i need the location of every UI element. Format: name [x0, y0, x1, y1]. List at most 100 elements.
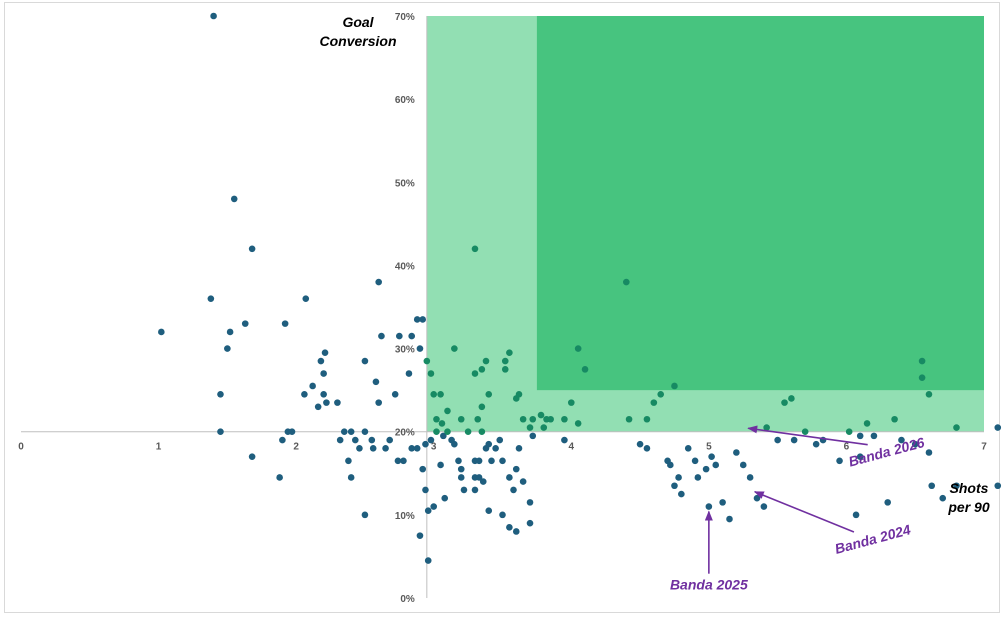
- data-point: [623, 278, 630, 286]
- data-point: [478, 366, 486, 373]
- data-point: [625, 415, 633, 423]
- data-point: [356, 445, 363, 452]
- data-point: [705, 503, 713, 510]
- data-point: [994, 482, 1002, 490]
- data-point: [444, 428, 451, 436]
- data-point: [361, 511, 369, 519]
- data-point: [323, 399, 330, 406]
- banda-2024-arrow: [753, 491, 855, 533]
- data-point: [515, 445, 523, 452]
- data-point: [733, 449, 740, 456]
- data-point: [812, 440, 820, 448]
- data-point: [386, 436, 393, 444]
- data-point: [561, 415, 568, 423]
- data-point: [340, 428, 348, 436]
- data-point: [994, 424, 1002, 431]
- data-point: [471, 245, 479, 253]
- zone-layer: [426, 16, 985, 432]
- data-point: [694, 474, 702, 481]
- data-point: [863, 420, 871, 427]
- data-point: [241, 320, 249, 327]
- data-point: [918, 374, 926, 381]
- data-point: [691, 457, 699, 465]
- data-point: [760, 503, 768, 510]
- data-point: [217, 391, 224, 398]
- data-point: [375, 399, 382, 406]
- data-point: [424, 507, 432, 514]
- data-point: [925, 449, 933, 456]
- data-point: [953, 424, 960, 431]
- data-point: [416, 345, 424, 352]
- x-axis-title-line-1: Shots: [950, 480, 989, 496]
- data-point: [396, 332, 403, 340]
- data-point: [317, 357, 325, 365]
- data-point: [334, 399, 341, 406]
- data-point: [224, 345, 231, 352]
- data-point: [408, 332, 416, 340]
- data-point: [210, 12, 217, 20]
- axes-layer: 0 1 2 3 4 5 6 70%10%20%30%40%50%60%70%: [18, 12, 987, 605]
- data-point: [547, 415, 554, 423]
- data-point: [911, 440, 919, 448]
- data-point: [675, 474, 682, 481]
- x-axis-title-line-2: per 90: [947, 499, 989, 515]
- x-tick-label: 4: [569, 442, 575, 453]
- data-point: [309, 382, 316, 390]
- data-point: [918, 357, 926, 365]
- data-point: [712, 461, 720, 469]
- data-point: [451, 440, 458, 448]
- data-point: [460, 486, 468, 494]
- data-point: [416, 532, 424, 539]
- data-point: [217, 428, 224, 436]
- data-point: [763, 424, 770, 431]
- data-point: [574, 345, 582, 352]
- data-point: [836, 457, 843, 465]
- data-point: [457, 474, 465, 481]
- data-point: [378, 332, 385, 340]
- data-point: [928, 482, 936, 490]
- data-point: [281, 320, 289, 327]
- data-point: [515, 391, 523, 398]
- data-point: [774, 436, 781, 444]
- data-point: [478, 403, 486, 411]
- data-point: [499, 457, 506, 465]
- data-point: [427, 370, 435, 377]
- data-point: [158, 328, 165, 336]
- data-point: [422, 440, 429, 448]
- data-point: [288, 428, 296, 436]
- y-tick-label: 60%: [395, 95, 415, 106]
- data-point: [430, 391, 438, 398]
- data-point: [457, 465, 465, 473]
- data-point: [464, 428, 472, 436]
- data-point: [394, 457, 402, 465]
- data-point: [320, 370, 327, 377]
- data-point: [336, 436, 344, 444]
- data-point: [510, 486, 517, 494]
- data-point: [345, 457, 352, 465]
- y-tick-label: 70%: [395, 12, 415, 23]
- data-point: [529, 415, 537, 423]
- data-point: [650, 399, 658, 406]
- data-point: [488, 457, 495, 465]
- data-point: [320, 391, 327, 398]
- y-tick-label: 20%: [395, 428, 415, 439]
- y-axis-title-line-1: Goal: [342, 14, 374, 30]
- data-point: [561, 436, 568, 444]
- data-point: [485, 440, 493, 448]
- zone-2: [536, 16, 984, 391]
- data-point: [455, 457, 462, 465]
- data-point: [581, 366, 589, 373]
- data-point: [441, 494, 449, 502]
- data-point: [492, 445, 499, 452]
- data-point: [870, 432, 878, 440]
- data-point: [671, 482, 678, 490]
- data-point: [369, 445, 377, 452]
- data-point: [678, 490, 685, 498]
- data-point: [226, 328, 234, 336]
- banda-2025-label: Banda 2025: [670, 577, 748, 593]
- data-point: [276, 474, 283, 481]
- data-point: [474, 415, 482, 423]
- data-point: [301, 391, 308, 398]
- banda-2026-arrow: [747, 425, 868, 446]
